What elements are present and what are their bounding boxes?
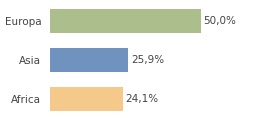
- Text: 24,1%: 24,1%: [125, 94, 158, 104]
- Bar: [50, 48, 129, 72]
- Bar: [50, 9, 201, 33]
- Text: 25,9%: 25,9%: [131, 55, 164, 65]
- Bar: [50, 87, 123, 111]
- Text: 50,0%: 50,0%: [204, 16, 236, 26]
